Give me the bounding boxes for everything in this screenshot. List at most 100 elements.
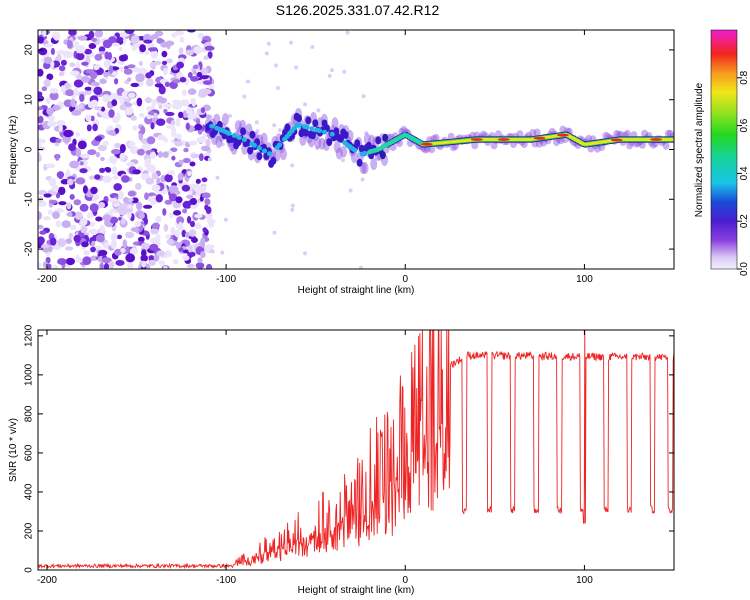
noise-blob [102, 94, 111, 103]
noise-blob [126, 161, 136, 167]
noise-blob [205, 138, 211, 148]
noise-blob [79, 203, 89, 212]
noise-blob [223, 217, 228, 222]
noise-blob [83, 250, 90, 256]
noise-blob [63, 39, 68, 45]
noise-blob [120, 217, 126, 225]
noise-blob [148, 47, 158, 52]
noise-blob [89, 175, 96, 180]
noise-blob [199, 239, 206, 248]
ridge-core [240, 127, 247, 136]
noise-blob [160, 174, 166, 183]
noise-blob [82, 185, 88, 194]
ridge-max [497, 138, 510, 141]
noise-blob [80, 225, 88, 234]
noise-blob [135, 73, 145, 82]
noise-blob [190, 97, 196, 104]
noise-blob [55, 192, 61, 199]
noise-blob [178, 111, 184, 119]
noise-blob [41, 86, 48, 92]
noise-blob [125, 253, 136, 263]
noise-blob [41, 244, 50, 248]
noise-blob [56, 171, 65, 179]
noise-blob [86, 124, 92, 132]
noise-blob [273, 63, 278, 68]
noise-blob [38, 236, 45, 245]
ridge-band [226, 131, 232, 136]
noise-blob [99, 78, 107, 85]
chart-title: S126.2025.331.07.42.R12 [275, 2, 440, 18]
ridge-halo [260, 132, 268, 145]
noise-blob [220, 250, 225, 255]
noise-blob [190, 153, 200, 158]
noise-blob [156, 177, 161, 184]
noise-blob [140, 125, 146, 135]
noise-blob [137, 236, 145, 243]
ridge-halo [361, 162, 369, 174]
noise-blob [53, 31, 61, 41]
noise-blob [204, 45, 215, 51]
ridge-core [365, 141, 372, 150]
noise-blob [189, 229, 196, 237]
noise-blob [46, 107, 54, 116]
ridge-halo [221, 113, 229, 125]
noise-blob [116, 234, 123, 240]
noise-blob [68, 232, 74, 239]
noise-blob [84, 86, 93, 91]
colorbar: 0.0 0.2 0.4 0.6 0.8 Normalized spectral ampl… [694, 29, 750, 276]
noise-blob [38, 262, 42, 268]
noise-blob [118, 54, 127, 62]
noise-blob [182, 254, 190, 261]
noise-blob [52, 264, 59, 269]
noise-blob [108, 198, 118, 203]
noise-blob [163, 265, 168, 269]
noise-blob [109, 92, 119, 102]
ridge-halo [215, 136, 223, 148]
noise-blob [290, 203, 295, 208]
bottom-x-tick-label: -100 [216, 575, 236, 586]
noise-blob [179, 76, 187, 83]
noise-blob [360, 177, 365, 182]
noise-blob [163, 137, 168, 143]
ridge-band [352, 147, 358, 153]
noise-blob [182, 157, 191, 164]
noise-blob [66, 211, 73, 217]
noise-blob [200, 107, 205, 114]
bottom-x-axis-label: Height of straight line (km) [298, 585, 415, 596]
noise-blob [132, 66, 140, 73]
noise-blob [200, 251, 206, 258]
ridge-halo [316, 117, 324, 130]
top-y-tick-label: 0 [24, 146, 35, 152]
noise-blob [105, 167, 112, 173]
ridge-halo [516, 130, 524, 139]
ridge-halo [553, 138, 560, 147]
noise-blob [181, 184, 191, 192]
noise-blob [49, 88, 59, 94]
noise-blob [75, 148, 82, 158]
ridge-band [322, 129, 328, 135]
noise-blob [134, 220, 142, 228]
noise-blob [131, 45, 137, 51]
noise-blob [108, 109, 115, 118]
ridge-halo [428, 145, 436, 154]
noise-blob [104, 51, 110, 60]
noise-blob [46, 97, 51, 105]
ridge-core [379, 151, 386, 160]
noise-blob [342, 69, 347, 74]
bottom-y-tick-label: 800 [24, 405, 35, 422]
noise-blob [65, 89, 75, 97]
noise-blob [163, 223, 169, 232]
noise-blob [127, 262, 134, 269]
noise-blob [75, 132, 81, 138]
noise-blob [50, 47, 56, 56]
noise-blob [162, 103, 172, 108]
noise-blob [155, 233, 161, 242]
noise-blob [55, 153, 60, 161]
noise-blob [99, 262, 104, 269]
noise-blob [190, 76, 199, 82]
noise-blob [119, 143, 126, 153]
noise-blob [141, 260, 146, 268]
noise-blob [102, 39, 112, 49]
noise-blob [185, 106, 193, 115]
noise-blob [150, 49, 159, 59]
